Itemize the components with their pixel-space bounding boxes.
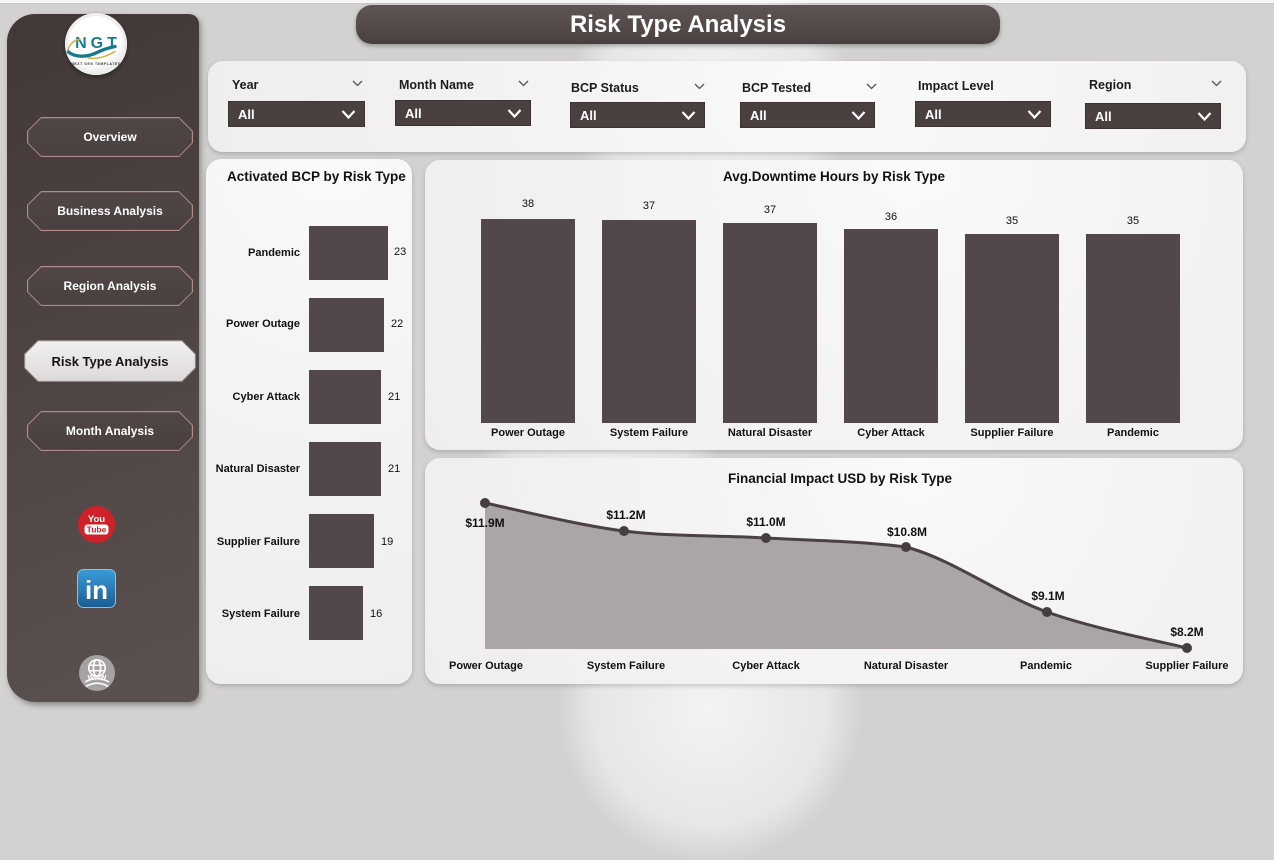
svg-text:in: in bbox=[85, 575, 108, 605]
svg-text:Tube: Tube bbox=[87, 525, 107, 535]
svg-text:You: You bbox=[88, 514, 105, 525]
svg-text:www: www bbox=[87, 673, 107, 682]
